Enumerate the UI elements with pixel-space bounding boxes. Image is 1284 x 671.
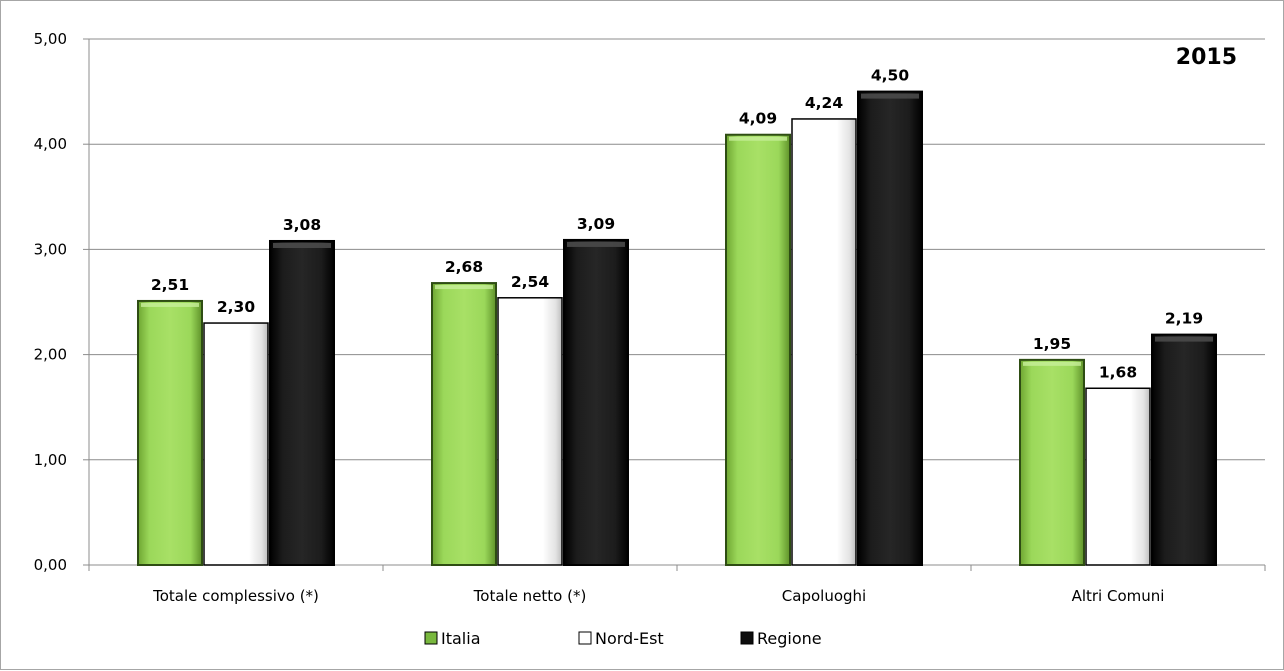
bar-nord-est (1085, 387, 1151, 566)
data-labels: 2,51 2,30 3,08 2,68 2,54 3,09 4,09 4,24 4,50 1,95… (151, 67, 1203, 382)
data-label: 1,95 (1033, 335, 1071, 353)
bar-italia (137, 299, 203, 566)
data-label: 2,51 (151, 276, 189, 294)
data-label: 2,30 (217, 298, 255, 316)
data-label: 4,24 (805, 94, 843, 112)
legend-swatch-nord-est (578, 631, 592, 645)
data-label: 2,68 (445, 258, 483, 276)
y-tick-label: 2,00 (34, 346, 67, 364)
bar-nord-est (791, 118, 857, 566)
legend-swatch-regione (740, 631, 754, 645)
bar-regione (563, 238, 629, 566)
bar-italia-highlight (141, 302, 199, 307)
bar-regione (1151, 333, 1217, 566)
legend: Italia Nord-Est Regione (424, 629, 822, 648)
y-tick-label: 5,00 (34, 30, 67, 48)
bars (137, 90, 1217, 566)
bar-italia-highlight (729, 136, 787, 141)
data-label: 4,50 (871, 67, 909, 85)
bar-italia (431, 282, 497, 566)
x-tick-label: Capoluoghi (782, 587, 866, 605)
bar-italia (1019, 358, 1085, 566)
bar-regione (857, 90, 923, 566)
data-label: 1,68 (1099, 363, 1137, 381)
bar-nord-est (497, 297, 563, 566)
y-tick-label: 3,00 (34, 240, 67, 258)
x-tick-label: Totale netto (*) (473, 587, 587, 605)
data-label: 3,08 (283, 216, 321, 234)
y-tick-label: 1,00 (34, 451, 67, 469)
legend-swatch-italia (424, 631, 438, 645)
legend-label-italia: Italia (441, 629, 481, 648)
bar-regione (269, 239, 335, 566)
y-tick-label: 4,00 (34, 135, 67, 153)
data-label: 3,09 (577, 215, 615, 233)
bar-italia (725, 133, 791, 566)
data-label: 4,09 (739, 110, 777, 128)
x-tick-label: Totale complessivo (*) (152, 587, 319, 605)
bar-regione-highlight (273, 242, 331, 248)
chart-title: 2015 (1176, 45, 1237, 70)
bar-italia-highlight (435, 285, 493, 290)
data-label: 2,54 (511, 273, 549, 291)
data-label: 2,19 (1165, 310, 1203, 328)
legend-label-nord-est: Nord-Est (595, 629, 664, 648)
bar-regione-highlight (1155, 336, 1213, 342)
bar-italia-highlight (1023, 361, 1081, 366)
bar-nord-est (203, 322, 269, 566)
legend-label-regione: Regione (757, 629, 822, 648)
y-tick-label: 0,00 (34, 556, 67, 574)
bar-regione-highlight (567, 241, 625, 247)
x-tick-label: Altri Comuni (1072, 587, 1165, 605)
bar-regione-highlight (861, 93, 919, 99)
